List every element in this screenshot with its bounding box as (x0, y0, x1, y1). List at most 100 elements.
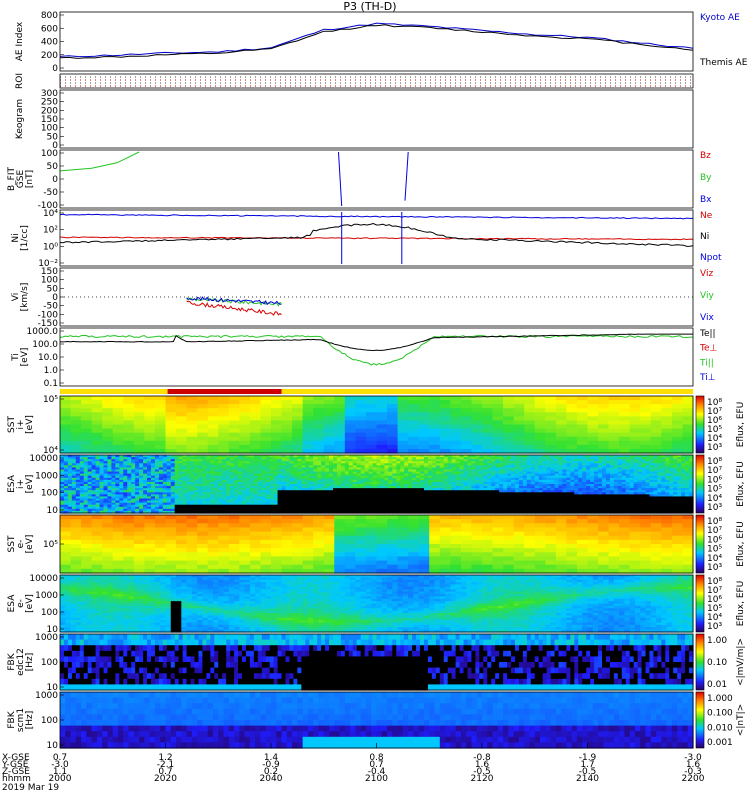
heatmap-cell (671, 444, 684, 450)
heatmap-cell (574, 506, 579, 510)
heatmap-cell (467, 488, 473, 491)
heatmap-cell (542, 496, 548, 500)
heatmap-cell (372, 492, 378, 495)
heatmap-cell (352, 479, 358, 483)
heatmap-cell (170, 479, 176, 483)
heatmap-cell (376, 457, 382, 460)
heatmap-cell (99, 502, 105, 506)
heatmap-cell (334, 420, 346, 426)
heatmap-cell (182, 477, 188, 481)
heatmap-cell (135, 508, 140, 512)
heatmap-cell (245, 477, 251, 481)
heatmap-cell (131, 477, 136, 481)
heatmap-cell (119, 481, 124, 485)
heatmap-cell (621, 467, 627, 471)
heatmap-cell (332, 475, 338, 479)
heatmap-cell (555, 412, 567, 417)
heatmap-cell (400, 510, 405, 514)
heatmap-cell (170, 473, 176, 477)
heatmap-cell (605, 506, 611, 510)
heatmap-cell (364, 492, 370, 495)
heatmap-cell (325, 510, 330, 514)
heatmap-cell (75, 484, 81, 487)
heatmap-cell (625, 488, 631, 491)
heatmap-cell (206, 496, 211, 500)
heatmap-cell (186, 484, 192, 487)
heatmap-cell (439, 500, 445, 504)
heatmap-cell (621, 479, 627, 483)
heatmap-cell (133, 436, 145, 442)
heatmap-cell (404, 496, 409, 500)
heatmap-cell (111, 471, 116, 475)
heatmap-cell (313, 440, 325, 446)
heatmap-cell (554, 459, 560, 462)
heatmap-cell (562, 475, 567, 479)
heatmap-cell (392, 479, 397, 483)
heatmap-cell (392, 506, 397, 510)
heatmap-cell (570, 481, 575, 485)
heatmap-cell (598, 428, 610, 434)
heatmap-cell (530, 463, 536, 466)
heatmap-cell (435, 469, 441, 473)
heatmap-cell (336, 504, 342, 508)
heatmap-cell (67, 490, 73, 493)
heatmap-cell (245, 488, 251, 491)
heatmap-cell (281, 400, 293, 405)
heatmap-cell (348, 465, 354, 469)
heatmap-cell (475, 504, 480, 508)
heatmap-cell (578, 459, 583, 462)
heatmap-cell (364, 463, 370, 466)
heatmap-cell (376, 448, 388, 454)
heatmap-cell (79, 465, 85, 469)
heatmap-cell (79, 469, 85, 473)
heatmap-cell (329, 502, 334, 506)
heatmap-cell (99, 508, 105, 512)
heatmap-cell (257, 481, 263, 485)
heatmap-cell (135, 477, 140, 481)
heatmap-cell (570, 508, 575, 512)
heatmap-cell (190, 463, 196, 466)
legend-entry: Te⊥ (699, 344, 718, 354)
heatmap-cell (503, 500, 508, 504)
heatmap-cell (518, 506, 524, 510)
heatmap-cell (289, 455, 295, 458)
heatmap-cell (305, 469, 310, 473)
heatmap-cell (261, 459, 267, 462)
heatmap-cell (396, 506, 401, 510)
heatmap-cell (460, 408, 473, 413)
heatmap-cell (210, 496, 215, 500)
heatmap-cell (435, 488, 441, 491)
heatmap-cell (302, 432, 314, 438)
heatmap-cell (234, 496, 239, 500)
heatmap-cell (135, 488, 140, 491)
heatmap-cell (435, 502, 441, 506)
heatmap-cell (439, 496, 445, 500)
heatmap-cell (321, 479, 326, 483)
heatmap-cell (352, 469, 358, 473)
heatmap-cell (102, 408, 114, 413)
heatmap-cell (650, 424, 662, 430)
heatmap-cell (99, 463, 105, 466)
y-tick-label: 150 (41, 115, 58, 125)
heatmap-cell (127, 457, 132, 460)
heatmap-cell (91, 444, 103, 450)
heatmap-cell (487, 498, 492, 502)
heatmap-cell (323, 416, 335, 422)
heatmap-cell (566, 510, 571, 514)
heatmap-cell (253, 467, 259, 471)
heatmap-cell (431, 477, 437, 481)
heatmap-cell (558, 494, 564, 498)
heatmap-cell (475, 477, 480, 481)
heatmap-cell (429, 412, 441, 417)
heatmap-cell (514, 471, 520, 475)
heatmap-cell (460, 416, 473, 422)
heatmap-cell (241, 496, 247, 500)
heatmap-cell (530, 471, 536, 475)
heatmap-cell (598, 504, 603, 508)
heatmap-cell (186, 396, 198, 401)
heatmap-cell (103, 494, 109, 498)
heatmap-cell (170, 496, 176, 500)
heatmap-cell (269, 498, 275, 502)
heatmap-cell (602, 494, 607, 498)
heatmap-cell (459, 492, 465, 495)
